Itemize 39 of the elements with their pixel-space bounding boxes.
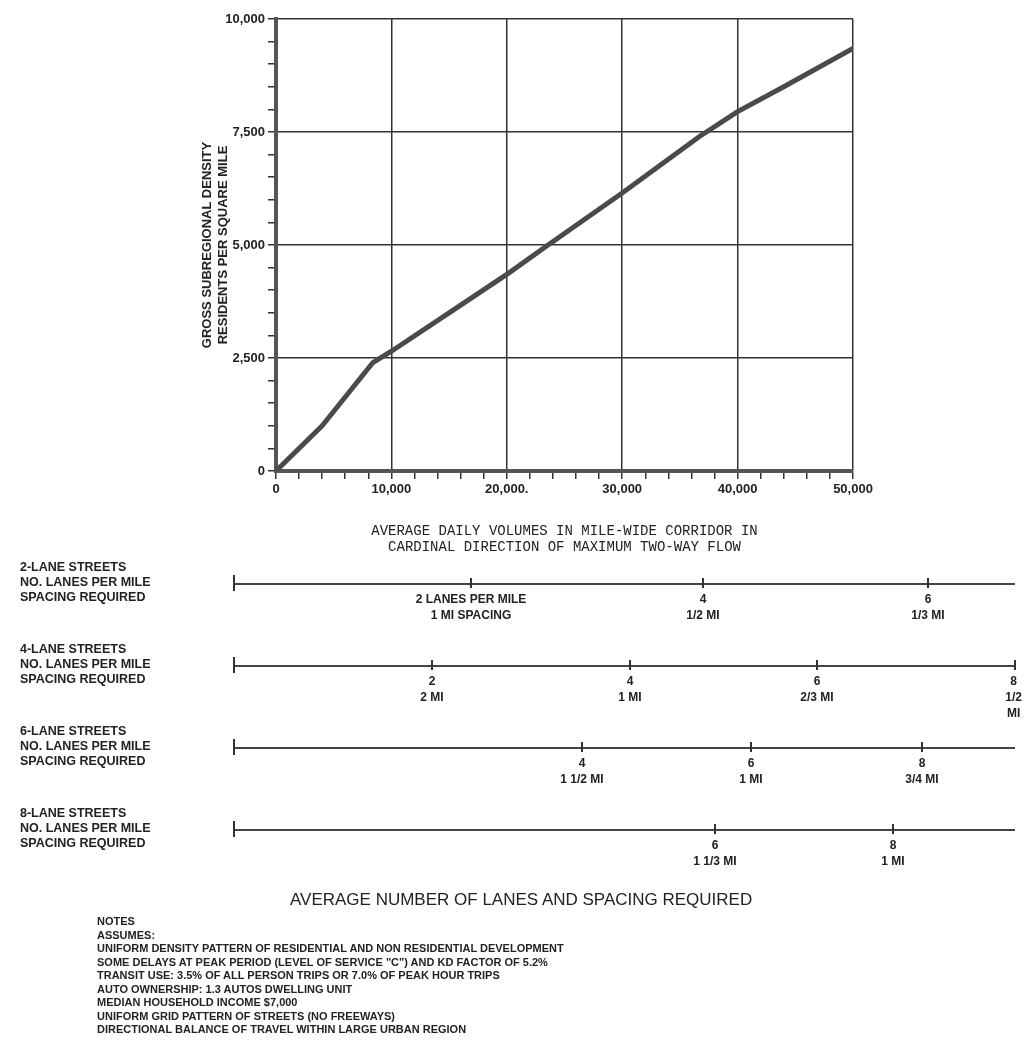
text: 4-LANE STREETS NO. LANES PER MILE SPACING REQUIRED bbox=[20, 642, 151, 687]
text: 2 2 MI bbox=[420, 673, 444, 705]
text: 4 1 MI bbox=[618, 673, 642, 705]
x-tick-label: 30,000 bbox=[602, 481, 643, 497]
text: ASSUMES: bbox=[97, 928, 156, 942]
x-tick-label: 40,000 bbox=[717, 481, 758, 497]
text: UNIFORM DENSITY PATTERN OF RESIDENTIAL AND NON RESIDENTIAL DEVELOPMENT bbox=[97, 942, 564, 955]
x-tick-label: 50,000 bbox=[833, 481, 873, 497]
text: 4 1/2 MI bbox=[686, 591, 720, 623]
text: 4 1 1/2 MI bbox=[560, 755, 604, 787]
text: 2 LANES PER MILE 1 MI SPACING bbox=[415, 591, 527, 623]
y-tick-label: 5,000 bbox=[232, 236, 265, 252]
text: AUTO OWNERSHIP: 1.3 AUTOS DWELLING UNIT bbox=[97, 982, 353, 996]
text: MEDIAN HOUSEHOLD INCOME $7,000 bbox=[97, 996, 298, 1009]
x-tick-label: 10,000 bbox=[371, 481, 412, 497]
text: 8 3/4 MI bbox=[905, 755, 939, 787]
text: TRANSIT USE: 3.5% OF ALL PERSON TRIPS OR 7.0% OF PEAK HOUR TRIPS bbox=[97, 969, 500, 982]
text: 6 2/3 MI bbox=[800, 673, 834, 705]
text: 8 1 MI bbox=[881, 837, 905, 869]
x-tick-label: 0 bbox=[272, 481, 280, 497]
text: 6 1/3 MI bbox=[911, 591, 945, 623]
x-tick-label: 20,000. bbox=[485, 481, 529, 497]
text: 6-LANE STREETS NO. LANES PER MILE SPACING REQUIRED bbox=[20, 724, 151, 769]
text: 6 1 MI bbox=[739, 755, 763, 787]
text: 6 1 1/3 MI bbox=[693, 837, 737, 869]
text: 2-LANE STREETS NO. LANES PER MILE SPACING REQUIRED bbox=[20, 560, 151, 605]
y-tick-label: 2,500 bbox=[232, 349, 265, 365]
text: SOME DELAYS AT PEAK PERIOD (LEVEL OF SERVICE "C") AND KD FACTOR OF 5.2% bbox=[97, 955, 548, 969]
y-axis-title: GROSS SUBREGIONAL DENSITY RESIDENTS PER SQUARE MILE bbox=[199, 141, 230, 349]
x-axis-title: AVERAGE DAILY VOLUMES IN MILE-WIDE CORRIDOR IN CARDINAL DIRECTION OF MAXIMUM TWO-WAY FLOW bbox=[371, 522, 758, 556]
text: DIRECTIONAL BALANCE OF TRAVEL WITHIN LARGE URBAN REGION bbox=[97, 1023, 467, 1036]
text: AVERAGE NUMBER OF LANES AND SPACING REQUIRED bbox=[290, 890, 753, 910]
text: NOTES bbox=[97, 915, 135, 928]
text: 8-LANE STREETS NO. LANES PER MILE SPACING REQUIRED bbox=[20, 806, 151, 851]
y-tick-label: 7,500 bbox=[232, 123, 265, 139]
text: UNIFORM GRID PATTERN OF STREETS (NO FREEWAYS) bbox=[97, 1009, 396, 1023]
text: 8 1/2 MI bbox=[1005, 673, 1022, 721]
y-tick-label: 0 bbox=[257, 462, 265, 478]
y-tick-label: 10,000 bbox=[225, 10, 265, 26]
